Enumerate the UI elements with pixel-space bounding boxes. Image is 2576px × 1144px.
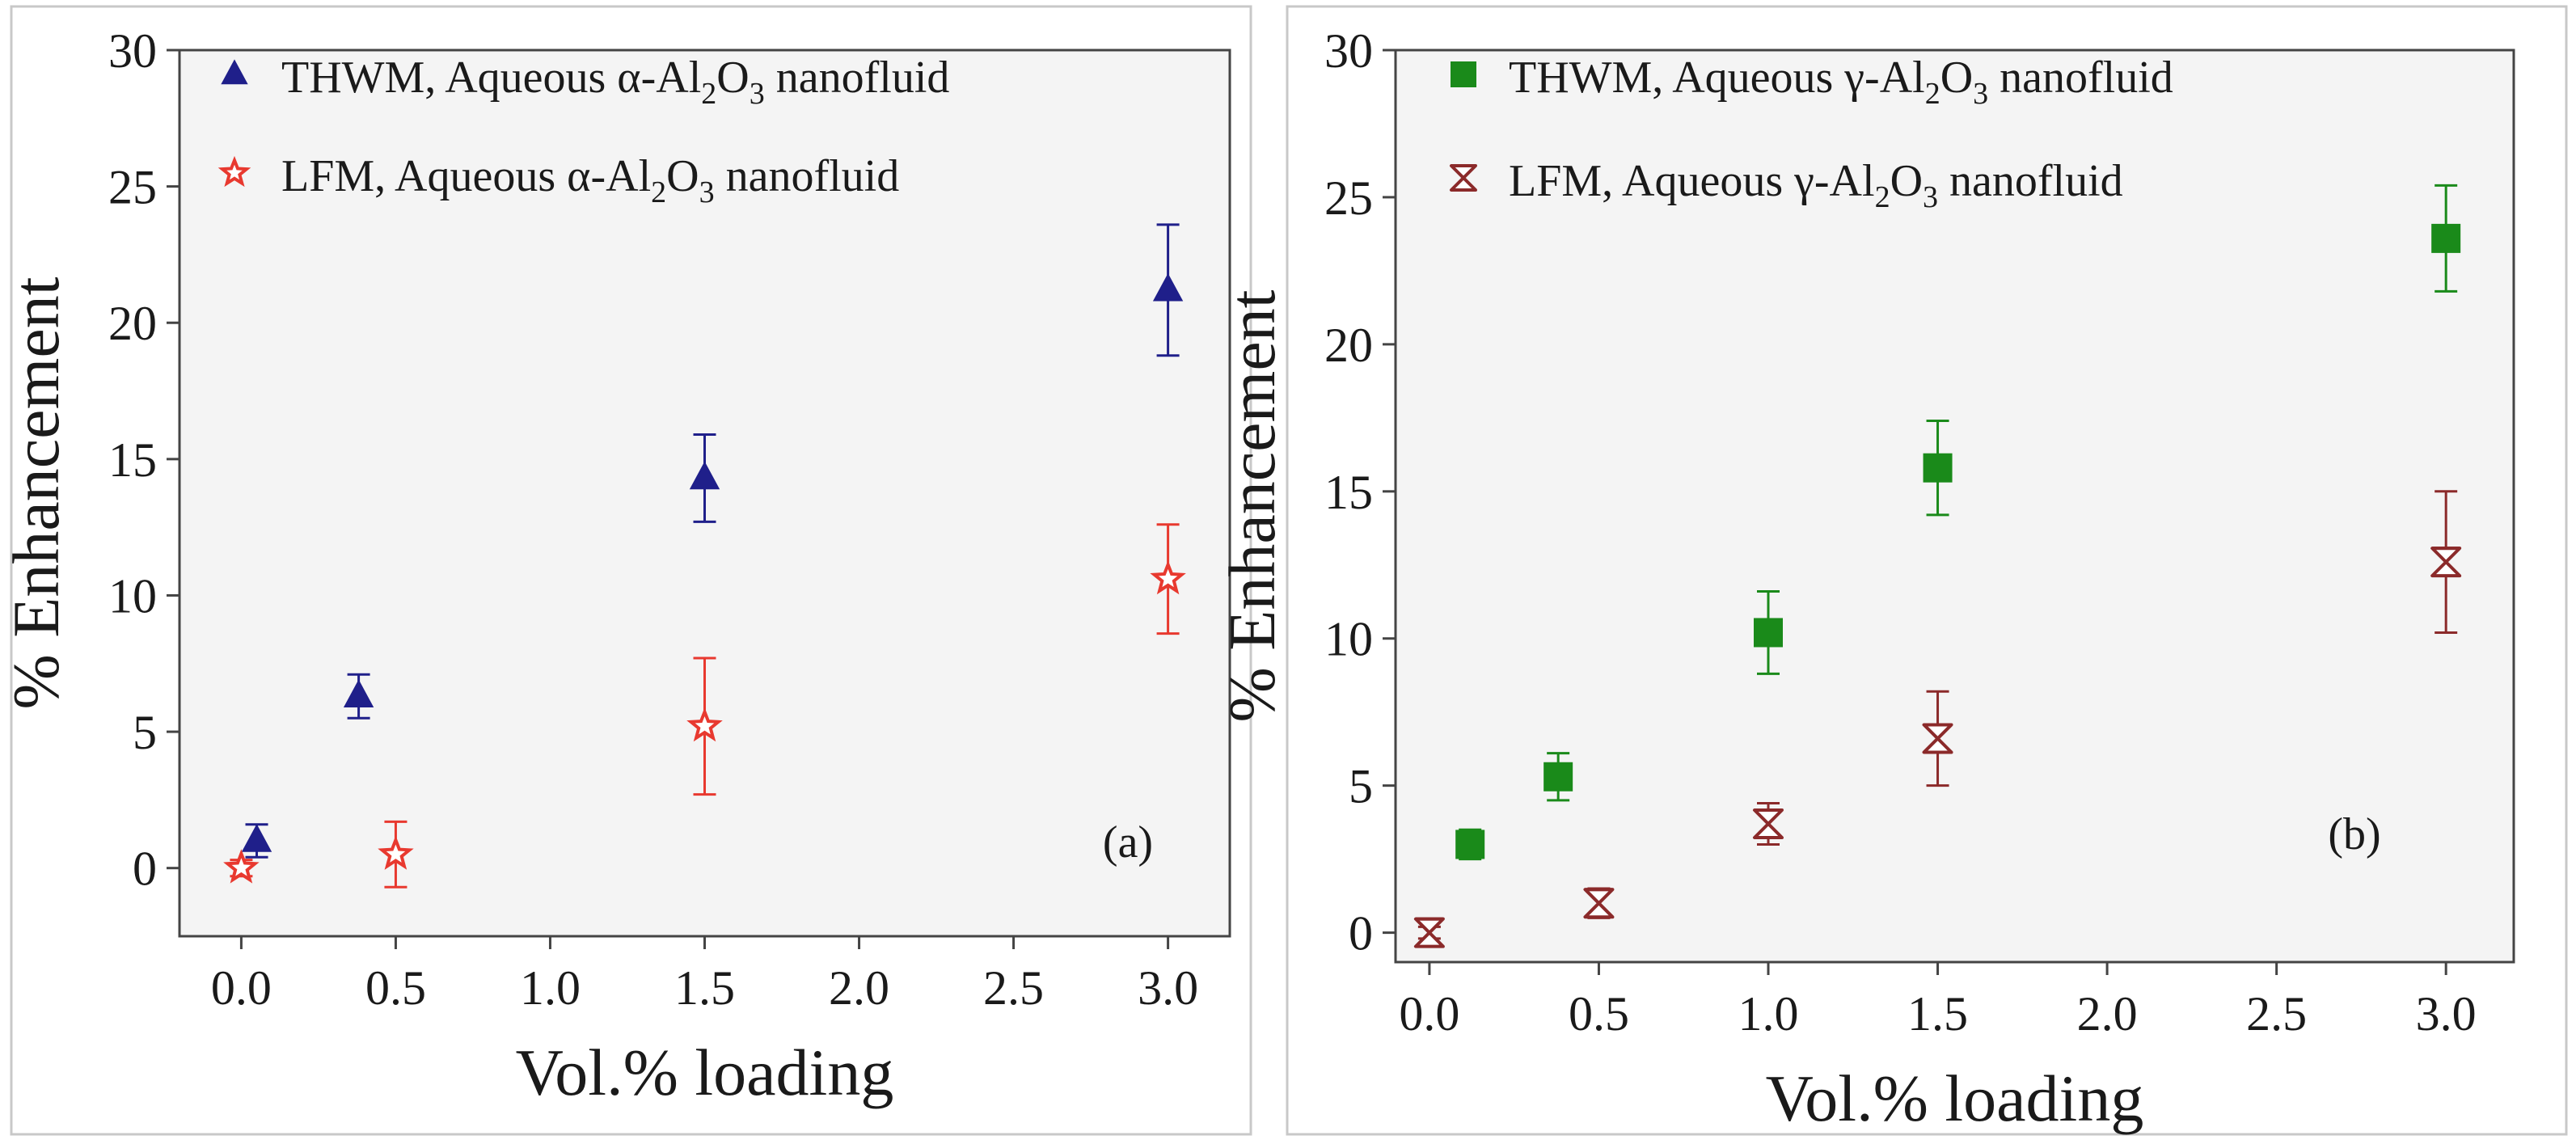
y-tick-label: 30 xyxy=(1324,24,1373,78)
x-tick-label: 0.0 xyxy=(1399,987,1459,1041)
x-tick-label: 0.5 xyxy=(1569,987,1629,1041)
x-tick-label: 1.5 xyxy=(1907,987,1968,1041)
data-point xyxy=(686,707,723,742)
data-point xyxy=(343,679,374,707)
legend-label: LFM, Aqueous α-Al2O3 nanofluid xyxy=(281,151,899,209)
legend-part-mid: -Al xyxy=(1814,156,1875,206)
data-point xyxy=(1754,618,1783,648)
series-lfm xyxy=(223,523,1186,889)
legend-part-phase: γ xyxy=(1793,156,1814,206)
data-point xyxy=(689,461,720,490)
legend-label: THWM, Aqueous α-Al2O3 nanofluid xyxy=(281,53,949,111)
legend-part-o: O xyxy=(1940,53,1973,103)
data-point xyxy=(1923,453,1953,483)
legend-part-s2: 3 xyxy=(750,77,765,111)
y-tick-label: 5 xyxy=(133,706,157,759)
y-tick-label: 20 xyxy=(1324,319,1373,372)
legend-marker xyxy=(1451,61,1476,87)
y-tick-label: 10 xyxy=(108,569,157,623)
y-tick-label: 0 xyxy=(133,842,157,896)
legend-part-o: O xyxy=(1890,156,1923,206)
data-point xyxy=(1455,830,1485,859)
data-point xyxy=(2431,223,2461,253)
chart-panel-b: 0.0 0.5 1.0 1.5 2.0 2.5 3.0 0 5 10 15 20 25 30 Vol.% l… xyxy=(1215,5,2568,1136)
y-tick-label: 10 xyxy=(1324,613,1373,666)
x-tick-label: 2.5 xyxy=(2246,987,2307,1041)
legend-entry-lfm: LFM, Aqueous γ-Al2O3 nanofluid xyxy=(1450,156,2123,214)
x-tick-label: 0.0 xyxy=(211,961,272,1015)
y-tick-label: 30 xyxy=(108,24,157,78)
legend-part-mid: -Al xyxy=(591,151,652,201)
legend-label: THWM, Aqueous γ-Al2O3 nanofluid xyxy=(1509,53,2173,111)
legend-part-o: O xyxy=(666,151,699,201)
data-point xyxy=(241,824,272,852)
legend-part-method: LFM, Aqueous xyxy=(281,151,567,201)
legend-part-method: THWM, Aqueous xyxy=(281,53,617,103)
x-tick-label: 0.5 xyxy=(365,961,426,1015)
legend-part-method: THWM, Aqueous xyxy=(1509,53,1844,103)
y-tick-label: 5 xyxy=(1349,760,1373,813)
legend-entry-lfm: LFM, Aqueous α-Al2O3 nanofluid xyxy=(217,151,899,209)
panel-tag: (a) xyxy=(1103,817,1153,867)
y-axis-label: % Enhancement xyxy=(1215,289,1289,722)
legend-part-s2: 3 xyxy=(1923,180,1938,214)
legend-part-tail: nanofluid xyxy=(1988,53,2173,103)
x-axis-label: Vol.% loading xyxy=(1766,1062,2144,1135)
legend-part-phase: α xyxy=(617,53,640,103)
y-tick-label: 15 xyxy=(1324,466,1373,519)
chart-panel-a: 0.0 0.5 1.0 1.5 2.0 2.5 3.0 0 5 10 15 20 25 30 Vol.% l… xyxy=(0,5,1252,1136)
x-tick-label: 2.0 xyxy=(2077,987,2138,1041)
y-tick-label: 25 xyxy=(1324,171,1373,225)
data-point xyxy=(1152,272,1184,302)
legend-part-tail: nanofluid xyxy=(765,53,950,103)
legend-part-s1: 2 xyxy=(651,175,666,209)
panel-tag: (b) xyxy=(2328,809,2380,859)
legend-part-phase: α xyxy=(567,151,590,201)
series-lfm xyxy=(1413,490,2462,948)
x-tick-label: 2.0 xyxy=(829,961,889,1015)
legend-marker xyxy=(221,59,248,85)
x-tick-label: 1.5 xyxy=(674,961,735,1015)
series-thwm xyxy=(241,223,1184,859)
legend-part-s1: 2 xyxy=(1875,180,1890,214)
legend-entry-thwm: THWM, Aqueous γ-Al2O3 nanofluid xyxy=(1451,53,2173,111)
x-tick-label: 3.0 xyxy=(2416,987,2477,1041)
x-tick-label: 1.0 xyxy=(520,961,581,1015)
data-point xyxy=(1543,762,1573,792)
y-axis-label: % Enhancement xyxy=(0,277,73,709)
legend-part-s2: 3 xyxy=(699,175,715,209)
plot-area xyxy=(1394,49,2515,964)
series-thwm xyxy=(1455,184,2461,861)
data-point xyxy=(223,849,260,884)
legend-part-o: O xyxy=(716,53,749,103)
legend-part-phase: γ xyxy=(1843,53,1864,103)
legend-part-method: LFM, Aqueous xyxy=(1509,156,1794,206)
data-point xyxy=(1150,559,1186,595)
legend-entry-thwm: THWM, Aqueous α-Al2O3 nanofluid xyxy=(221,53,949,111)
legend-marker xyxy=(217,155,251,188)
legend-part-s1: 2 xyxy=(1925,77,1940,111)
x-axis-label: Vol.% loading xyxy=(516,1036,894,1109)
legend-part-s1: 2 xyxy=(701,77,716,111)
legend-part-tail: nanofluid xyxy=(715,151,900,201)
legend-label: LFM, Aqueous γ-Al2O3 nanofluid xyxy=(1509,156,2123,214)
y-tick-label: 25 xyxy=(108,161,157,214)
y-tick-label: 0 xyxy=(1349,907,1373,960)
legend-part-tail: nanofluid xyxy=(1938,156,2123,206)
y-tick-label: 15 xyxy=(108,433,157,487)
legend-part-s2: 3 xyxy=(1973,77,1988,111)
x-tick-label: 2.5 xyxy=(983,961,1044,1015)
y-tick-label: 20 xyxy=(108,297,157,350)
x-tick-label: 1.0 xyxy=(1738,987,1799,1041)
legend-part-mid: -Al xyxy=(641,53,702,103)
data-point xyxy=(378,835,414,870)
x-tick-label: 3.0 xyxy=(1138,961,1198,1015)
legend-part-mid: -Al xyxy=(1864,53,1925,103)
